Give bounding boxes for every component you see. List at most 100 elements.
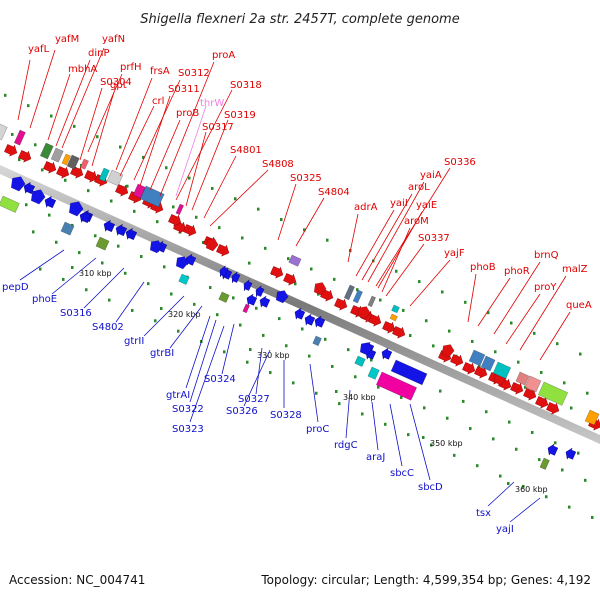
gene-label-s0324: S0324 [204, 374, 236, 385]
reverse-gene-shape [314, 315, 326, 328]
gene-box-shape [106, 169, 124, 187]
gene-pentagon [441, 344, 455, 358]
gene-box-shape [79, 158, 89, 170]
track-dot [48, 213, 51, 217]
leader-line [139, 95, 171, 187]
topology-text: Topology: circular; Length: 4,599,354 bp… [261, 573, 591, 587]
track-dot [64, 178, 67, 182]
leader-line [361, 193, 413, 281]
forward-gene-arrow [462, 362, 476, 375]
reverse-gene-arrow [44, 195, 57, 209]
track-dot [446, 416, 449, 420]
reverse-gene-arrow [79, 210, 92, 224]
reverse-gene-shape [565, 447, 577, 460]
forward-gene-shape [474, 366, 488, 379]
track-dot [216, 313, 219, 317]
track-dot [462, 399, 465, 403]
track-dot [195, 215, 198, 219]
gene-pentagon [30, 189, 46, 205]
reverse-gene-shape [246, 293, 258, 306]
gene-box-shape [95, 236, 110, 251]
track-dot [241, 236, 244, 240]
gene-label-s0323: S0323 [172, 424, 204, 435]
reverse-gene-arrow [115, 223, 128, 237]
gene-label-rdgc: rdgC [334, 440, 358, 451]
gene-box [0, 123, 8, 141]
reverse-gene-shape [115, 223, 128, 237]
forward-gene-shape [168, 214, 182, 227]
reverse-gene-shape [294, 307, 306, 320]
gene-label-brnq: brnQ [534, 250, 559, 261]
track-dot [579, 352, 582, 356]
gene-label-s0316: S0316 [60, 308, 92, 319]
forward-gene-arrow [510, 382, 524, 395]
track-dot [32, 230, 35, 234]
forward-gene-shape [535, 396, 549, 409]
track-dot [400, 396, 403, 399]
gene-label-arol: aroL [408, 182, 430, 193]
track-dot [441, 290, 444, 294]
gene-label-s0336: S0336 [444, 157, 476, 168]
gene-box-shape [242, 303, 250, 314]
track-dot [584, 478, 587, 482]
gene-box-shape [0, 123, 8, 141]
leader-line [309, 363, 319, 423]
gene-label-proa: proA [212, 50, 235, 61]
track-dot [453, 453, 456, 457]
reverse-gene-shape [23, 181, 36, 195]
forward-gene-shape [523, 388, 537, 401]
reverse-gene-shape [103, 219, 116, 233]
reverse-gene-shape [125, 227, 138, 241]
track-dot [515, 447, 518, 451]
gene-label-s0312: S0312 [178, 68, 210, 79]
gene-label-proy: proY [534, 282, 557, 293]
gene-label-s0318: S0318 [230, 80, 262, 91]
gene-box [139, 185, 165, 208]
gene-label-dinp: dinP [88, 48, 110, 59]
leader-line [83, 267, 125, 309]
track-dot [124, 271, 127, 275]
gene-box-shape [537, 381, 569, 406]
gene-label-s0311: S0311 [168, 84, 200, 95]
gene-box-shape [66, 154, 80, 170]
track-dot [356, 288, 359, 292]
track-dot [165, 166, 168, 170]
track-dot [384, 422, 387, 426]
track-dot [591, 515, 594, 519]
reverse-gene-shape [259, 295, 271, 308]
gene-label-sbcd: sbcD [418, 482, 443, 493]
gene-pentagon-shape [313, 282, 327, 296]
track-dot [170, 292, 173, 296]
gene-box-shape [50, 147, 64, 163]
track-dot [209, 286, 212, 290]
forward-gene-arrow [368, 314, 382, 327]
gene-label-s0322: S0322 [172, 404, 204, 415]
leader-line [29, 49, 56, 129]
track-dot [278, 317, 281, 321]
gene-box [524, 375, 542, 393]
track-dot [119, 145, 122, 149]
track-dot [432, 344, 435, 348]
track-dot [193, 302, 196, 306]
gene-label-prob: proB [176, 108, 199, 119]
gene-box-shape [39, 142, 54, 160]
gene-box [98, 167, 110, 182]
forward-gene-shape [283, 273, 297, 286]
forward-gene-shape [115, 184, 129, 197]
forward-gene-arrow [43, 161, 57, 174]
leader-line [149, 119, 181, 191]
track-dot [294, 282, 297, 286]
gene-box-shape [367, 366, 380, 380]
forward-gene-shape [216, 244, 230, 257]
track-dot [133, 209, 136, 213]
genome-backbone [0, 165, 600, 444]
gene-features [0, 123, 600, 470]
gene-box-shape [312, 335, 322, 347]
gene-box [515, 371, 530, 386]
track-dot [370, 358, 373, 362]
track-dot [101, 261, 104, 265]
leader-line [467, 273, 477, 323]
gene-label-yafn: yafN [102, 34, 125, 45]
forward-gene-arrow [392, 326, 406, 339]
gene-pentagon-shape [68, 201, 84, 217]
